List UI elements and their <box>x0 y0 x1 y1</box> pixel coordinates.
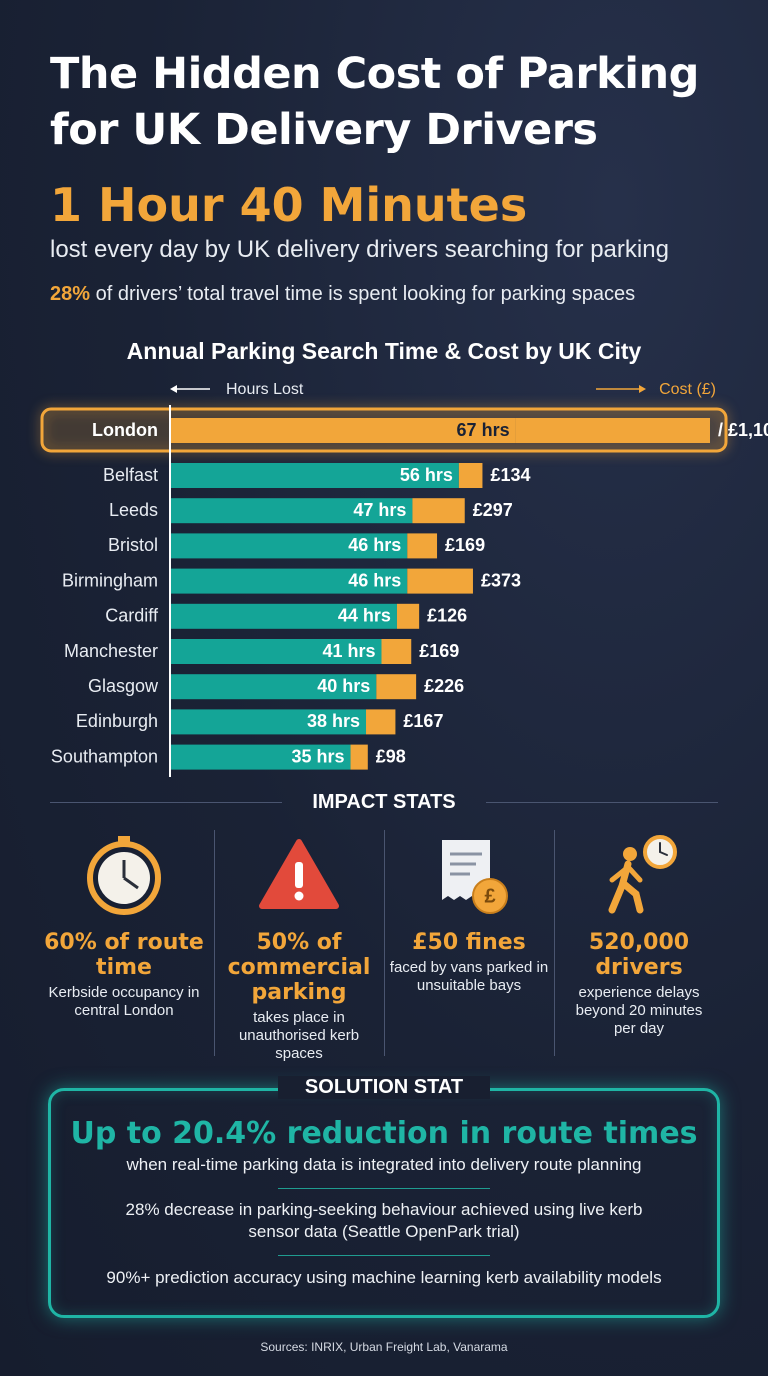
bars: London 67 hrs / £1,104 Belfast 56 hrs £134 Lee… <box>40 407 768 770</box>
divider <box>278 1188 490 1189</box>
cost-label: £169 <box>419 641 459 661</box>
legend-hours: Hours Lost <box>226 381 304 398</box>
cost-label: £126 <box>427 606 467 626</box>
category-label: Southampton <box>51 746 158 766</box>
impact-title: IMPACT STATS <box>312 791 456 813</box>
category-label: Leeds <box>109 500 158 520</box>
divider <box>554 830 555 1056</box>
cost-label: £169 <box>445 535 485 555</box>
solution-headline: Up to 20.4% reduction in route times <box>70 1116 698 1151</box>
bar-cost <box>412 498 465 524</box>
impact-text: takes place in unauthorised kerb spaces <box>238 1009 360 1062</box>
bar-cost <box>366 709 396 735</box>
hours-label: 46 hrs <box>348 570 401 590</box>
receipt-icon: £ <box>442 840 508 914</box>
chart-title: Annual Parking Search Time & Cost by UK … <box>127 338 642 364</box>
impact-headline: £50 fines <box>412 930 526 955</box>
impact-item: 60% of route time Kerbside occupancy in c… <box>39 930 209 1020</box>
subline: lost every day by UK delivery drivers se… <box>50 236 669 263</box>
cost-label: £373 <box>481 570 521 590</box>
solution-subline: when real-time parking data is integrate… <box>126 1155 642 1174</box>
category-label: Manchester <box>64 641 158 661</box>
divider <box>214 830 215 1056</box>
bar-cost <box>376 674 417 700</box>
title: The Hidden Cost of Parking for UK Delive… <box>50 49 699 155</box>
bar-cost <box>515 418 710 443</box>
bar-hours <box>170 744 351 770</box>
arrow-head <box>170 385 177 393</box>
impact-headline: 60% of route time <box>44 930 204 980</box>
bar-cost <box>407 533 438 559</box>
impact-item: 50% of commercial parking takes place in … <box>214 930 384 1063</box>
bar-hours <box>170 533 408 559</box>
category-label: Belfast <box>103 465 158 485</box>
bar-hours <box>170 463 459 488</box>
legend-cost: Cost (£) <box>659 381 716 398</box>
stat-highlight: 28% <box>50 283 91 305</box>
svg-text:£: £ <box>484 885 495 907</box>
bar-hours <box>170 498 413 524</box>
category-label: Bristol <box>108 535 158 555</box>
hours-label: 47 hrs <box>353 500 406 520</box>
bar-hours <box>170 418 516 443</box>
impact-text: faced by vans parked in unsuitable bays <box>389 959 549 994</box>
chart: Annual Parking Search Time & Cost by UK … <box>40 338 768 777</box>
stat-line: 28% of drivers’ total travel time is spe… <box>50 283 635 306</box>
divider <box>384 830 385 1056</box>
bar-cost <box>407 568 473 594</box>
impact-text: Kerbside occupancy in central London <box>48 984 200 1019</box>
cost-label: £297 <box>473 500 513 520</box>
warning-icon <box>259 839 339 909</box>
divider <box>50 802 282 803</box>
cost-label: / £1,104 <box>718 420 768 440</box>
category-label: London <box>92 420 158 440</box>
solution-point: 90%+ prediction accuracy using machine l… <box>106 1268 662 1287</box>
bar-hours <box>170 709 367 735</box>
impact-headline: 50% of commercial parking <box>227 930 371 1005</box>
hours-label: 35 hrs <box>291 746 344 766</box>
bar-cost <box>381 639 412 664</box>
hours-label: 46 hrs <box>348 535 401 555</box>
bar-hours <box>170 639 382 664</box>
hours-label: 38 hrs <box>307 711 360 731</box>
solution-point: 28% decrease in parking-seeking behaviou… <box>125 1200 643 1241</box>
headline: 1 Hour 40 Minutes <box>50 178 528 232</box>
hours-label: 44 hrs <box>338 606 391 626</box>
hours-label: 67 hrs <box>457 420 510 440</box>
sources: Sources: INRIX, Urban Freight Lab, Vanar… <box>260 1340 508 1354</box>
stat-text: of drivers’ total travel time is spent l… <box>95 283 636 305</box>
bar-cost <box>350 744 368 770</box>
hours-label: 41 hrs <box>322 641 375 661</box>
bar-hours <box>170 674 377 700</box>
solution-title: SOLUTION STAT <box>278 1076 490 1099</box>
hours-label: 40 hrs <box>317 676 370 696</box>
cost-label: £98 <box>376 746 406 766</box>
divider <box>486 802 718 803</box>
bar-cost <box>458 463 483 488</box>
bar-hours <box>170 568 408 594</box>
stopwatch-icon <box>87 836 161 915</box>
category-label: Cardiff <box>105 606 159 626</box>
category-label: Glasgow <box>88 676 159 696</box>
cost-label: £167 <box>403 711 443 731</box>
icons: £ <box>87 835 677 915</box>
category-label: Edinburgh <box>76 711 158 731</box>
bar-cost <box>396 603 420 629</box>
category-label: Birmingham <box>62 570 158 590</box>
walker-icon <box>608 835 677 914</box>
bar-hours <box>170 603 397 629</box>
cost-label: £134 <box>490 465 530 485</box>
cost-label: £226 <box>424 676 464 696</box>
impact-item: £50 fines faced by vans parked in unsuita… <box>384 930 554 995</box>
impact-item: 520,000 drivers experience delays beyond … <box>554 930 724 1038</box>
hours-label: 56 hrs <box>400 465 453 485</box>
impact-text: experience delays beyond 20 minutes per … <box>575 984 703 1037</box>
divider <box>278 1255 490 1256</box>
impact-headline: 520,000 drivers <box>588 930 690 980</box>
arrow-head <box>639 385 646 393</box>
